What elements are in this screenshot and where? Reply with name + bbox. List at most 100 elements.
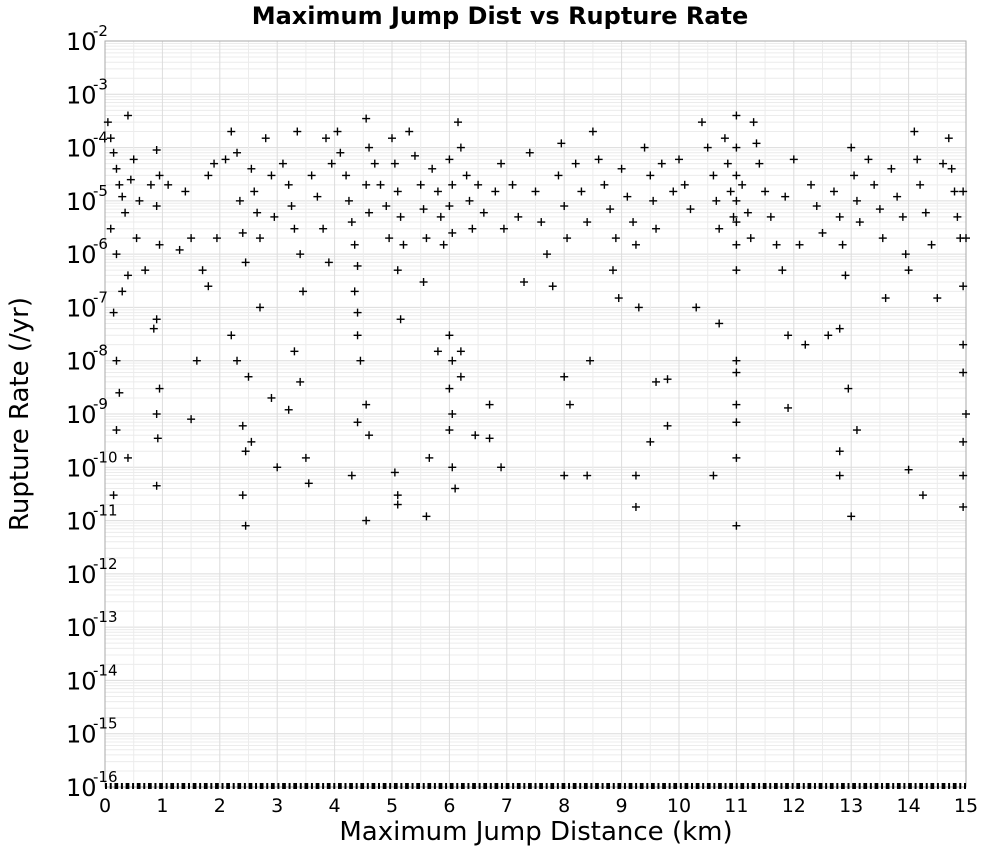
data-point xyxy=(425,453,434,462)
x-tick-label: 12 xyxy=(782,795,806,817)
data-point xyxy=(606,205,615,214)
data-point xyxy=(959,187,968,196)
data-point xyxy=(841,271,850,280)
data-point xyxy=(123,453,132,462)
y-tick-label-base: 10 xyxy=(66,508,97,536)
data-point xyxy=(448,410,457,418)
data-point xyxy=(396,315,405,324)
data-point xyxy=(152,410,161,418)
data-point xyxy=(732,356,741,365)
data-point xyxy=(812,202,821,211)
data-point xyxy=(818,228,827,237)
data-point xyxy=(652,377,661,386)
data-point xyxy=(253,208,262,217)
x-tick-label: 11 xyxy=(724,795,748,817)
data-point xyxy=(244,372,253,381)
y-tick-label-base: 10 xyxy=(66,561,97,589)
data-point xyxy=(267,171,276,180)
data-point xyxy=(123,111,132,120)
data-point xyxy=(365,143,374,152)
data-point xyxy=(393,500,402,509)
data-point xyxy=(353,331,362,340)
data-point xyxy=(732,266,741,275)
y-tick-label-exponent: -4 xyxy=(93,129,108,147)
data-point xyxy=(428,164,437,173)
data-point xyxy=(499,224,508,233)
data-point xyxy=(353,261,362,270)
x-tick-label: 8 xyxy=(558,795,570,817)
data-point xyxy=(405,127,414,136)
data-point xyxy=(451,484,460,493)
data-point xyxy=(531,187,540,196)
data-point xyxy=(284,180,293,189)
data-point xyxy=(789,155,798,164)
data-point xyxy=(565,400,574,409)
data-point xyxy=(887,164,896,173)
data-point xyxy=(537,218,546,227)
data-point xyxy=(410,151,419,160)
data-point xyxy=(766,212,775,221)
data-point xyxy=(901,250,910,259)
data-point xyxy=(921,208,930,217)
y-tick-label-base: 10 xyxy=(66,294,97,322)
data-point xyxy=(192,356,201,365)
data-point xyxy=(514,212,523,221)
x-tick-label: 10 xyxy=(667,795,691,817)
x-tick-label: 3 xyxy=(271,795,283,817)
data-point xyxy=(445,426,454,435)
y-tick-label-exponent: -11 xyxy=(93,502,118,520)
x-tick-label: 7 xyxy=(501,795,513,817)
data-point xyxy=(270,212,279,221)
data-point xyxy=(365,431,374,440)
data-point xyxy=(376,180,385,189)
data-point xyxy=(121,208,130,217)
data-point xyxy=(261,134,270,143)
data-point xyxy=(353,308,362,317)
data-point xyxy=(939,159,948,168)
data-point xyxy=(126,175,135,184)
data-point xyxy=(663,375,672,384)
data-point xyxy=(333,127,342,136)
x-tick-label: 4 xyxy=(329,795,341,817)
data-point xyxy=(947,164,956,173)
x-tick-label: 0 xyxy=(99,795,111,817)
data-point xyxy=(152,481,161,490)
data-point xyxy=(712,196,721,205)
data-point xyxy=(350,287,359,296)
data-point xyxy=(299,287,308,296)
data-point xyxy=(135,196,144,205)
data-point xyxy=(692,303,701,312)
data-point xyxy=(342,171,351,180)
data-point xyxy=(732,218,741,227)
data-point xyxy=(657,159,666,168)
data-point xyxy=(732,171,741,180)
data-point xyxy=(563,234,572,243)
data-point xyxy=(362,180,371,189)
data-point xyxy=(129,155,138,164)
data-point xyxy=(390,159,399,168)
data-point xyxy=(456,347,465,356)
y-tick-label-exponent: -10 xyxy=(93,448,118,466)
data-point xyxy=(835,471,844,480)
data-point xyxy=(723,159,732,168)
data-point xyxy=(290,347,299,356)
data-point xyxy=(485,434,494,443)
data-point xyxy=(686,205,695,214)
data-point xyxy=(204,282,213,291)
data-point xyxy=(640,143,649,152)
data-point xyxy=(356,356,365,365)
data-point xyxy=(235,196,244,205)
data-point xyxy=(801,340,810,349)
data-point xyxy=(838,240,847,249)
data-point xyxy=(697,118,706,127)
data-point xyxy=(304,479,313,488)
data-point xyxy=(241,447,250,456)
data-point xyxy=(456,372,465,381)
data-point xyxy=(456,143,465,152)
data-point xyxy=(296,377,305,386)
data-point xyxy=(448,356,457,365)
data-point xyxy=(112,164,121,173)
data-point xyxy=(106,134,115,143)
data-point xyxy=(175,245,184,254)
data-point xyxy=(155,384,164,393)
